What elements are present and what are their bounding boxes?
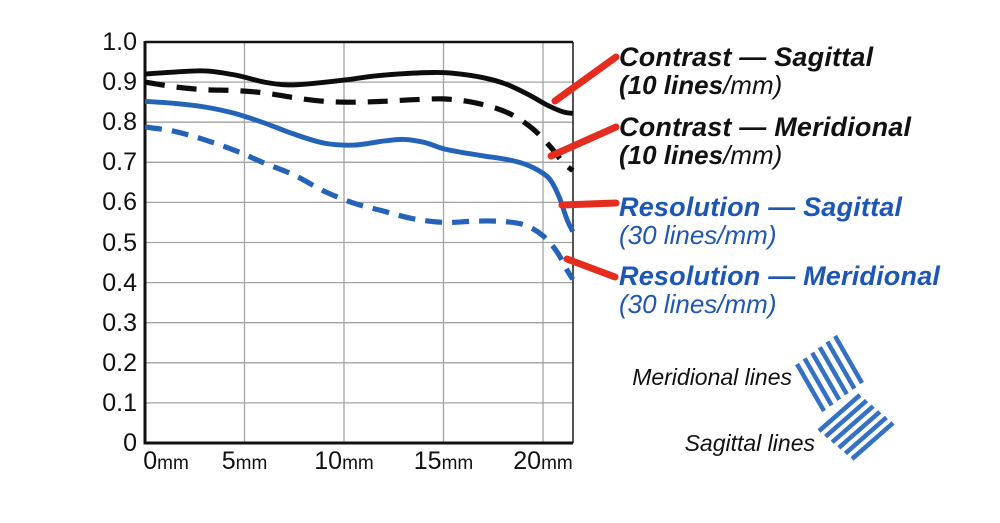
sagittal-stripe	[824, 398, 869, 439]
sagittal-stripe	[817, 393, 862, 433]
legend-resolution-meridional: Resolution — Meridional (30 lines/mm)	[619, 262, 940, 318]
sagittal-stripe	[830, 404, 875, 444]
y-tick-label: 0.8	[102, 108, 137, 137]
y-tick-label: 0.1	[102, 388, 137, 417]
sagittal-stripe	[837, 410, 882, 450]
x-tick-label: 15mm	[413, 447, 474, 475]
sagittal-lines-icon	[817, 393, 895, 461]
callout-contrast-sagittal	[551, 53, 620, 105]
curve-contrast-meridional	[145, 79, 575, 173]
callout-contrast-meridional	[547, 123, 620, 160]
y-tick-label: 0.3	[102, 308, 137, 337]
meridional-stripe	[825, 340, 857, 390]
plot-axes	[143, 40, 574, 445]
meridional-stripe	[795, 362, 826, 413]
y-tick-label: 0.6	[102, 188, 137, 217]
legend-contrast-sagittal: Contrast — Sagittal (10 lines/mm)	[619, 43, 873, 99]
callout-resolution-sagittal	[558, 199, 620, 209]
curve-resolution-meridional	[145, 124, 575, 281]
curve-resolution-sagittal	[145, 98, 575, 233]
grid-lines	[145, 42, 573, 443]
legend-title: Resolution — Meridional	[619, 261, 941, 291]
y-tick-label: 0.7	[102, 148, 137, 177]
x-tick-label: 0mm	[143, 447, 189, 475]
y-tick-label: 0.4	[102, 268, 137, 297]
legend-title: Contrast — Meridional	[619, 112, 912, 142]
callout-pointer-lines	[547, 53, 620, 281]
y-tick-label: 0	[123, 429, 137, 457]
mtf-curves	[145, 68, 575, 281]
x-tick-label: 5mm	[221, 447, 268, 475]
legend-title: Resolution — Sagittal	[619, 192, 903, 222]
legend-title: Contrast — Sagittal	[619, 42, 874, 72]
x-tick-label: 20mm	[513, 447, 573, 475]
legend-contrast-meridional: Contrast — Meridional (10 lines/mm)	[619, 113, 911, 169]
meridional-stripe	[810, 351, 842, 401]
y-tick-label: 0.2	[102, 348, 137, 377]
y-tick-label: 0.5	[102, 228, 137, 257]
meridional-lines-icon	[795, 334, 864, 413]
sagittal-stripe	[843, 415, 888, 456]
meridional-stripe	[817, 346, 849, 396]
legend-detail: (30 lines/mm)	[619, 289, 777, 319]
sagittal-lines-label: Sagittal lines	[684, 430, 815, 456]
meridional-stripe	[833, 334, 864, 385]
x-tick-label: 10mm	[314, 447, 374, 475]
sagittal-stripe	[850, 421, 895, 461]
legend-detail: (10 lines/mm)	[619, 140, 783, 170]
callout-resolution-meridional	[563, 255, 619, 281]
legend-detail: (30 lines/mm)	[619, 220, 777, 250]
meridional-stripe	[802, 357, 834, 407]
curve-contrast-sagittal	[145, 68, 574, 116]
legend-detail: (10 lines/mm)	[619, 70, 783, 100]
meridional-lines-label: Meridional lines	[632, 364, 792, 390]
y-tick-label: 1.0	[102, 28, 137, 56]
legend-resolution-sagittal: Resolution — Sagittal (30 lines/mm)	[619, 193, 902, 249]
y-tick-label: 0.9	[102, 68, 137, 97]
